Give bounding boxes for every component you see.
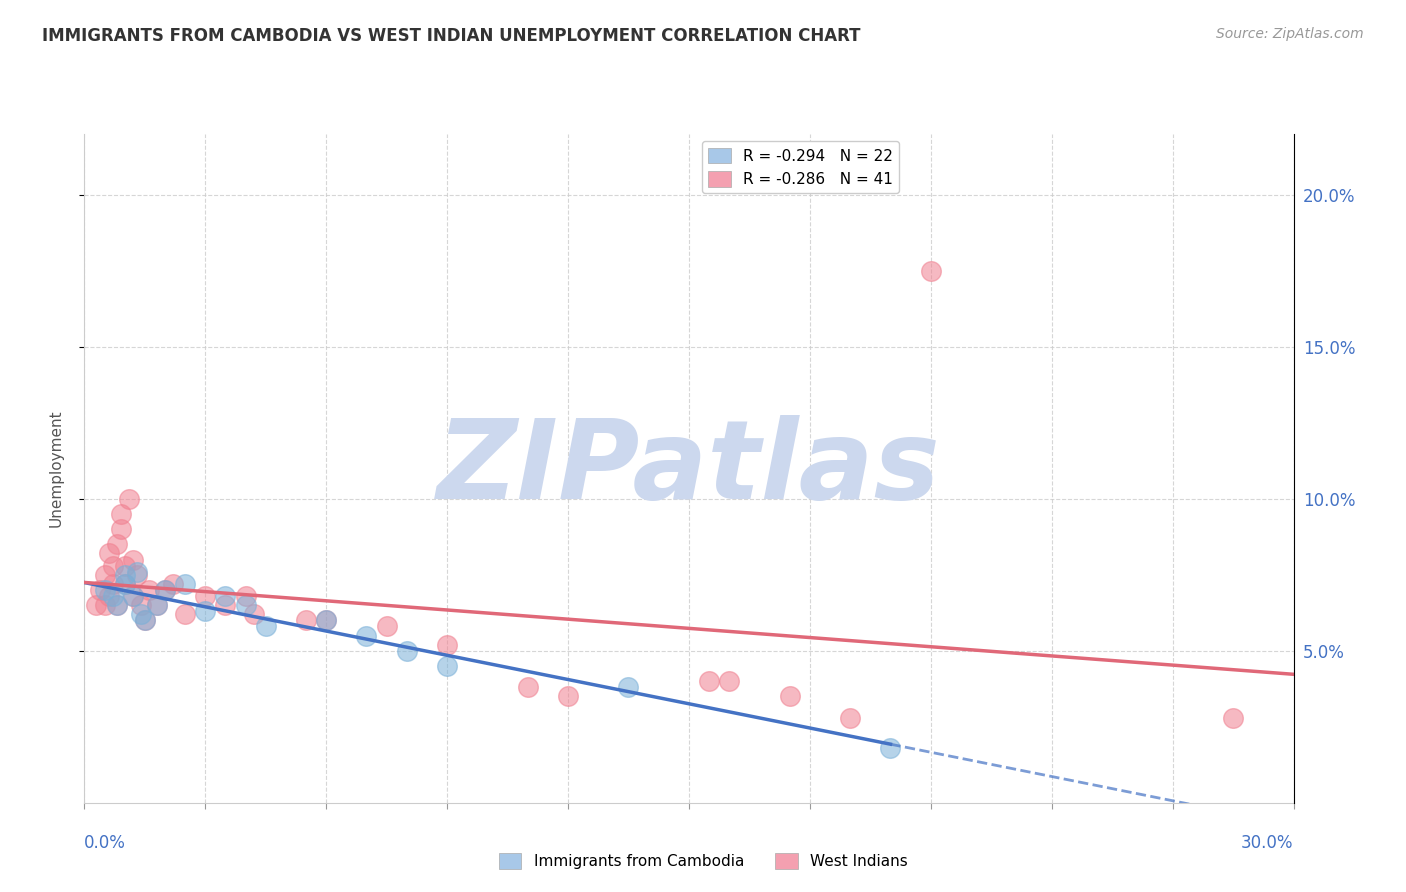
- Point: [242, 607, 264, 622]
- Point: [153, 582, 176, 597]
- Point: [97, 546, 120, 560]
- Point: [118, 491, 141, 506]
- Text: 30.0%: 30.0%: [1241, 834, 1294, 852]
- Point: [153, 582, 176, 597]
- Text: 0.0%: 0.0%: [84, 834, 127, 852]
- Point: [125, 565, 148, 579]
- Point: [101, 589, 124, 603]
- Point: [129, 598, 152, 612]
- Point: [617, 680, 640, 694]
- Text: IMMIGRANTS FROM CAMBODIA VS WEST INDIAN UNEMPLOYMENT CORRELATION CHART: IMMIGRANTS FROM CAMBODIA VS WEST INDIAN …: [42, 27, 860, 45]
- Point: [436, 659, 458, 673]
- Point: [110, 507, 132, 521]
- Point: [114, 558, 136, 573]
- Legend: R = -0.294   N = 22, R = -0.286   N = 41: R = -0.294 N = 22, R = -0.286 N = 41: [702, 142, 898, 194]
- Legend: Immigrants from Cambodia, West Indians: Immigrants from Cambodia, West Indians: [492, 847, 914, 875]
- Point: [839, 711, 862, 725]
- Point: [375, 619, 398, 633]
- Point: [105, 598, 128, 612]
- Point: [93, 582, 115, 597]
- Point: [194, 604, 217, 618]
- Text: Source: ZipAtlas.com: Source: ZipAtlas.com: [1216, 27, 1364, 41]
- Point: [315, 613, 337, 627]
- Point: [557, 690, 579, 704]
- Text: ZIPatlas: ZIPatlas: [437, 415, 941, 522]
- Point: [110, 522, 132, 536]
- Point: [101, 558, 124, 573]
- Point: [356, 628, 378, 642]
- Point: [697, 674, 720, 689]
- Point: [121, 589, 143, 603]
- Point: [105, 598, 128, 612]
- Point: [235, 589, 257, 603]
- Point: [295, 613, 318, 627]
- Point: [174, 607, 197, 622]
- Point: [89, 582, 111, 597]
- Point: [114, 577, 136, 591]
- Point: [214, 589, 236, 603]
- Point: [121, 552, 143, 566]
- Point: [879, 741, 901, 756]
- Point: [436, 638, 458, 652]
- Point: [254, 619, 277, 633]
- Point: [194, 589, 217, 603]
- Point: [105, 537, 128, 551]
- Point: [315, 613, 337, 627]
- Point: [214, 598, 236, 612]
- Point: [920, 263, 942, 277]
- Point: [138, 582, 160, 597]
- Point: [97, 589, 120, 603]
- Point: [235, 598, 257, 612]
- Point: [174, 577, 197, 591]
- Point: [114, 567, 136, 582]
- Point: [114, 577, 136, 591]
- Point: [1222, 711, 1244, 725]
- Point: [146, 598, 169, 612]
- Point: [125, 567, 148, 582]
- Point: [86, 598, 108, 612]
- Point: [779, 690, 801, 704]
- Point: [121, 589, 143, 603]
- Point: [146, 598, 169, 612]
- Point: [129, 607, 152, 622]
- Y-axis label: Unemployment: Unemployment: [49, 409, 63, 527]
- Point: [134, 613, 156, 627]
- Point: [93, 567, 115, 582]
- Point: [162, 577, 184, 591]
- Point: [101, 577, 124, 591]
- Point: [516, 680, 538, 694]
- Point: [718, 674, 741, 689]
- Point: [395, 644, 418, 658]
- Point: [93, 598, 115, 612]
- Point: [134, 613, 156, 627]
